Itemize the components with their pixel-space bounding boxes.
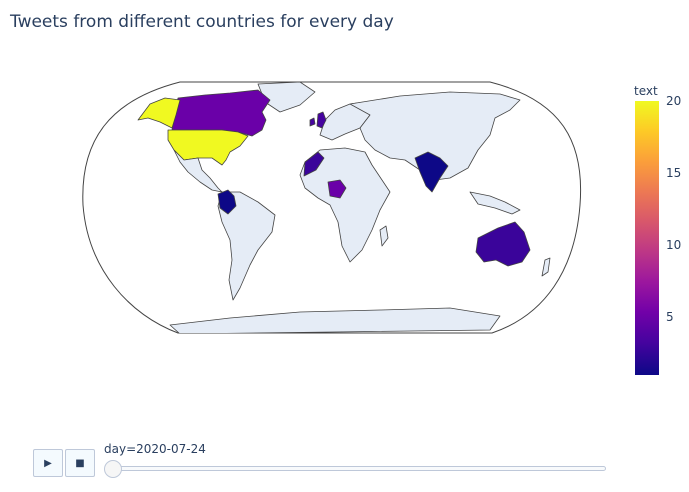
country-india[interactable] [414, 151, 449, 193]
country-nigeria[interactable] [327, 179, 347, 199]
country-canada[interactable] [171, 89, 271, 137]
country-united-kingdom[interactable] [316, 111, 327, 129]
antarctica[interactable] [169, 307, 501, 334]
colorbar [635, 101, 659, 375]
country-colombia[interactable] [217, 189, 237, 215]
country-mexico[interactable] [173, 149, 223, 193]
colorbar-tick-10: 10 [666, 238, 682, 252]
play-button[interactable]: ▶ [33, 449, 63, 477]
new-zealand[interactable] [541, 257, 551, 277]
slider-handle[interactable] [104, 460, 122, 478]
slider-track[interactable] [110, 466, 606, 471]
country-alaska-us[interactable] [137, 97, 181, 129]
south-america[interactable] [217, 191, 276, 301]
colorbar-tick-20: 20 [666, 94, 682, 108]
colorbar-title: text [634, 84, 658, 98]
stop-button[interactable]: ■ [65, 449, 95, 477]
colorbar-tick-5: 5 [666, 310, 674, 324]
country-ireland[interactable] [309, 117, 316, 127]
asia[interactable] [349, 91, 521, 181]
colorbar-tick-15: 15 [666, 166, 682, 180]
madagascar[interactable] [379, 225, 389, 247]
slider-current-value: day=2020-07-24 [104, 442, 206, 456]
country-australia[interactable] [475, 221, 531, 267]
play-icon: ▶ [44, 457, 52, 469]
country-morocco[interactable] [303, 151, 325, 177]
chart-title: Tweets from different countries for ever… [10, 12, 394, 32]
africa[interactable] [299, 147, 391, 263]
stop-icon: ■ [75, 457, 85, 469]
southeast-asia[interactable] [469, 191, 521, 215]
